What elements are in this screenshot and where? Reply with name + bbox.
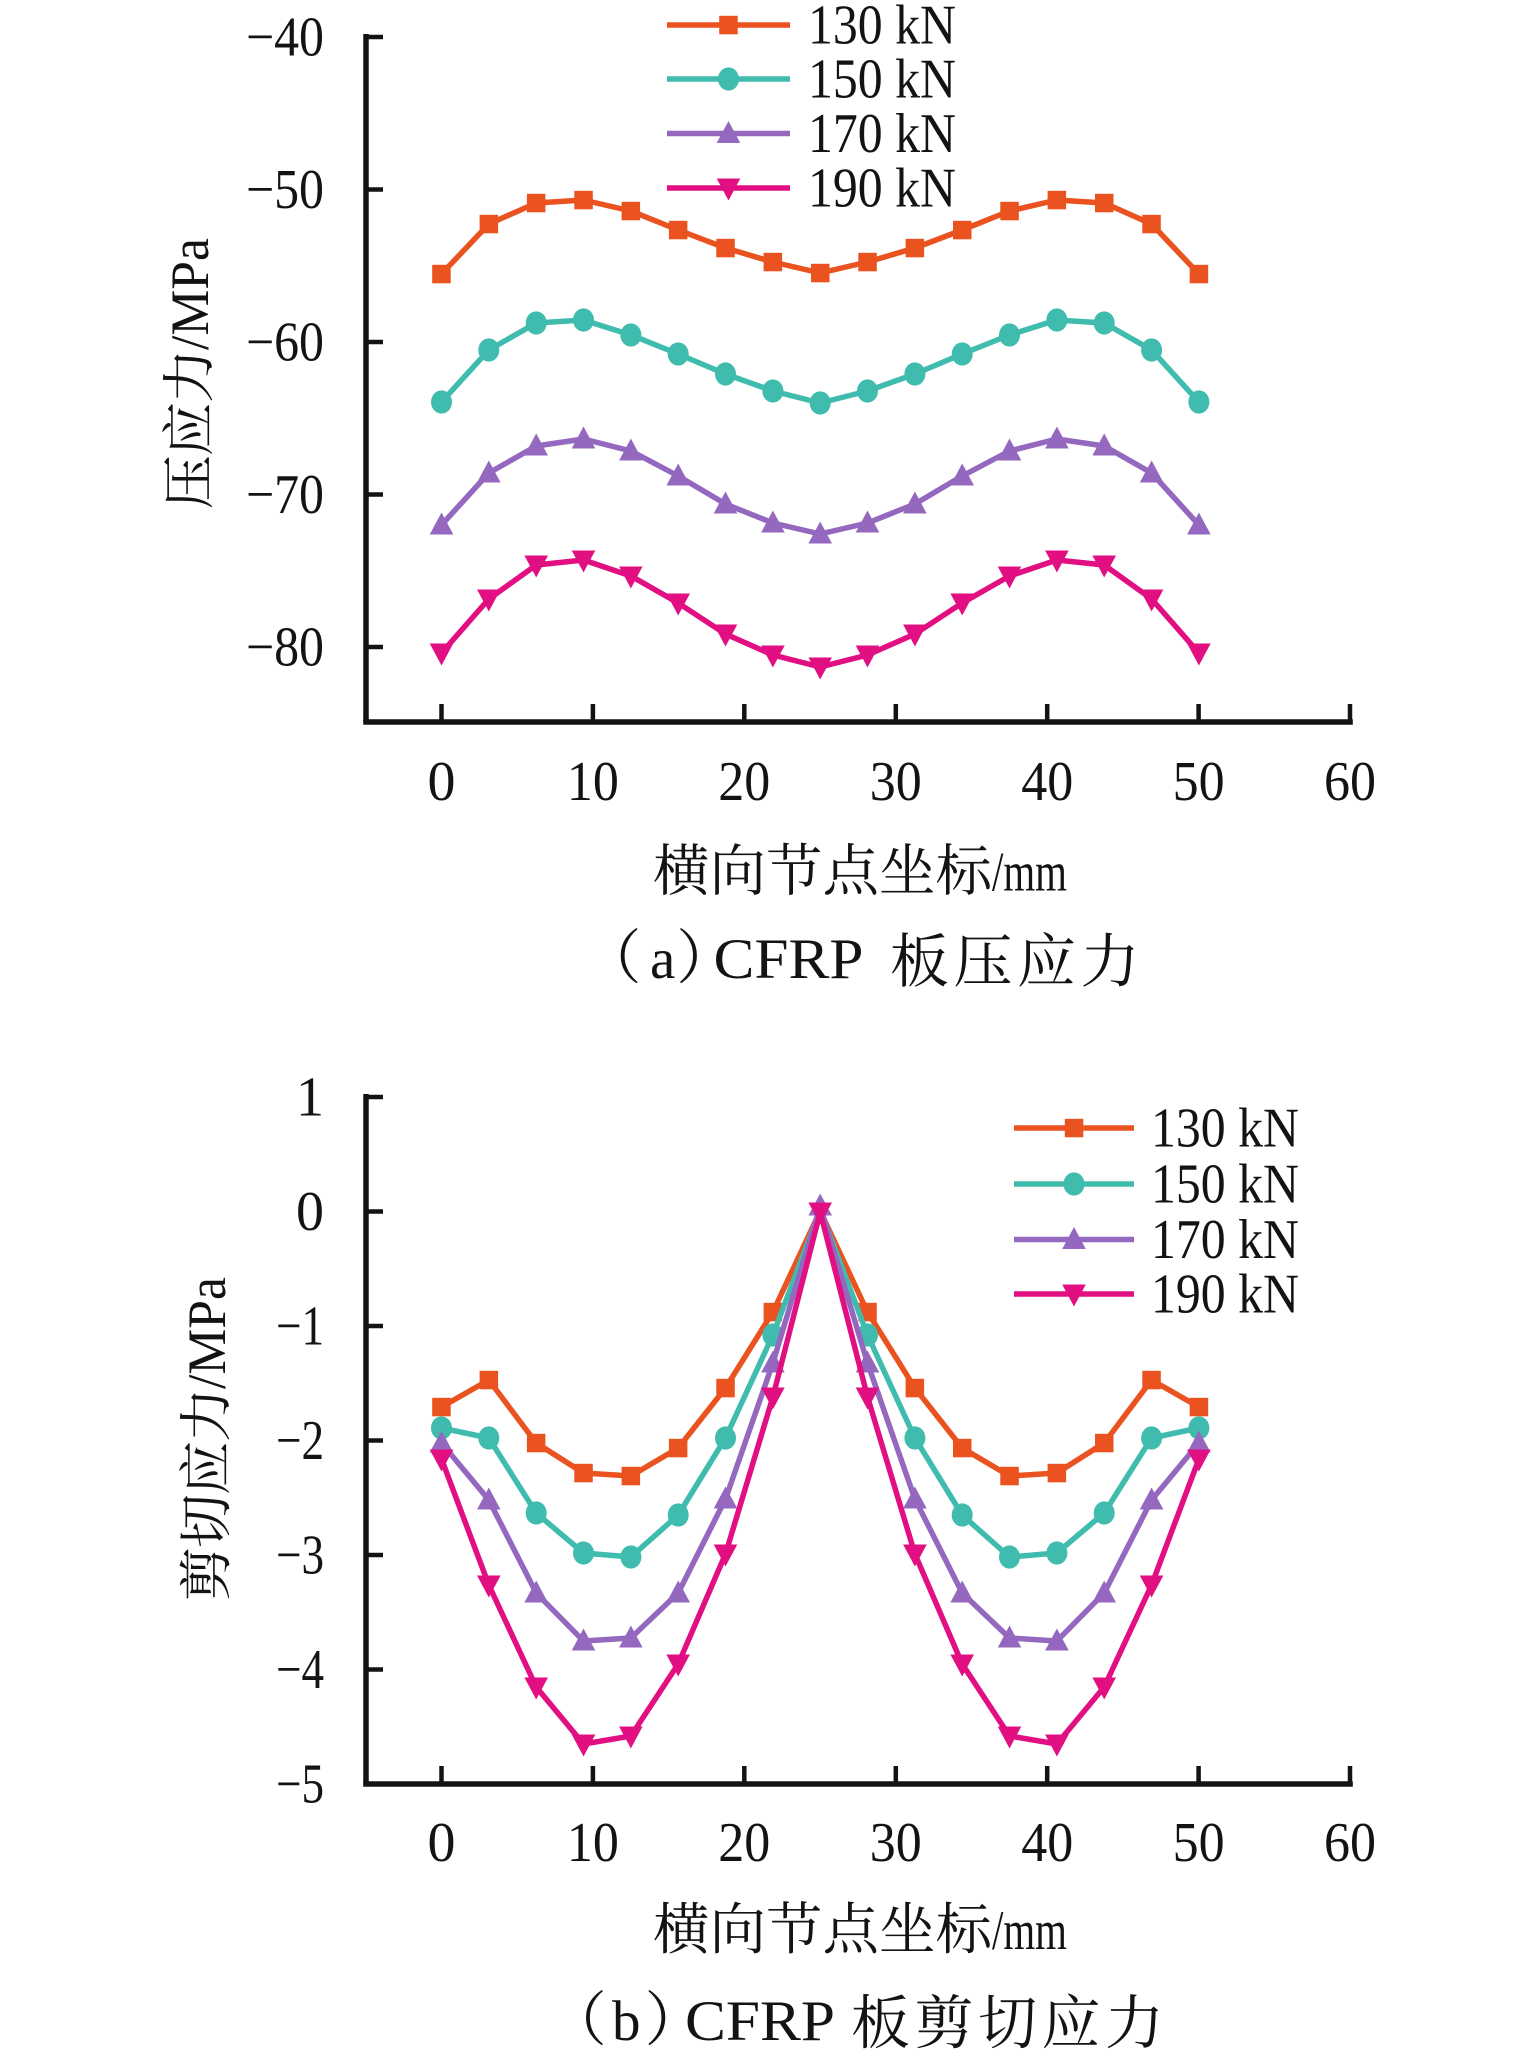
svg-text:CFRP: CFRP: [714, 928, 864, 991]
svg-text:−70: −70: [246, 464, 324, 526]
svg-text:/mm: /mm: [992, 842, 1067, 904]
svg-text:10: 10: [567, 751, 619, 813]
svg-text:−5: −5: [276, 1754, 324, 1816]
svg-text:130 kN: 130 kN: [808, 0, 956, 57]
svg-text:130 kN: 130 kN: [1151, 1098, 1299, 1160]
svg-text:50: 50: [1173, 751, 1225, 813]
svg-text:150 kN: 150 kN: [1151, 1154, 1299, 1216]
svg-text:20: 20: [718, 751, 770, 813]
svg-text:30: 30: [870, 1812, 922, 1874]
svg-text:170 kN: 170 kN: [1151, 1209, 1299, 1271]
svg-text:190 kN: 190 kN: [808, 158, 956, 220]
svg-text:−2: −2: [276, 1410, 324, 1472]
svg-text:−80: −80: [246, 617, 324, 679]
svg-text:−40: −40: [246, 7, 324, 69]
svg-text:−60: −60: [246, 312, 324, 374]
svg-text:40: 40: [1021, 751, 1073, 813]
svg-text:150 kN: 150 kN: [808, 49, 956, 111]
svg-text:60: 60: [1324, 751, 1376, 813]
svg-text:−4: −4: [276, 1639, 324, 1701]
svg-text:40: 40: [1021, 1812, 1073, 1874]
svg-text:1: 1: [296, 1067, 324, 1129]
svg-text:CFRP: CFRP: [685, 1990, 835, 2053]
svg-text:30: 30: [870, 751, 922, 813]
svg-text:b: b: [612, 1990, 641, 2053]
svg-text:170 kN: 170 kN: [808, 103, 956, 165]
svg-text:10: 10: [567, 1812, 619, 1874]
svg-text:−50: −50: [246, 159, 324, 221]
svg-text:0: 0: [296, 1181, 324, 1243]
svg-text:60: 60: [1324, 1812, 1376, 1874]
svg-text:0: 0: [428, 751, 456, 813]
svg-text:−1: −1: [276, 1296, 324, 1358]
svg-text:/MPa: /MPa: [160, 238, 220, 350]
svg-text:0: 0: [428, 1812, 456, 1874]
svg-text:50: 50: [1173, 1812, 1225, 1874]
svg-text:−3: −3: [276, 1525, 324, 1587]
svg-text:/mm: /mm: [992, 1900, 1067, 1962]
svg-text:190 kN: 190 kN: [1151, 1264, 1299, 1326]
svg-text:20: 20: [718, 1812, 770, 1874]
svg-text:/MPa: /MPa: [177, 1277, 237, 1389]
svg-text:a: a: [650, 928, 675, 991]
